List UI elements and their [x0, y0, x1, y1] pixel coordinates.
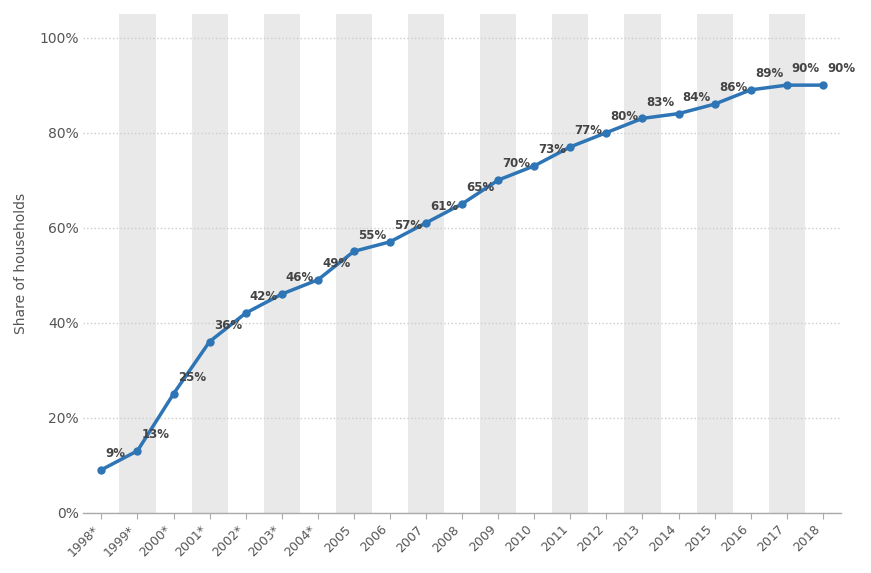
Text: 61%: 61% — [430, 200, 458, 213]
Bar — [552, 14, 589, 512]
Text: 89%: 89% — [755, 67, 783, 80]
Text: 90%: 90% — [791, 62, 819, 76]
Bar — [769, 14, 805, 512]
Text: 57%: 57% — [395, 219, 422, 232]
Text: 65%: 65% — [466, 181, 495, 194]
Text: 36%: 36% — [213, 319, 242, 332]
Text: 70%: 70% — [503, 158, 530, 170]
Bar — [697, 14, 733, 512]
Text: 13%: 13% — [142, 428, 170, 441]
Text: 84%: 84% — [683, 91, 711, 104]
Bar — [408, 14, 444, 512]
Text: 80%: 80% — [611, 110, 638, 123]
Text: 90%: 90% — [827, 62, 855, 76]
Text: 55%: 55% — [358, 229, 387, 242]
Bar — [119, 14, 156, 512]
Bar — [192, 14, 227, 512]
Text: 49%: 49% — [322, 257, 350, 270]
Text: 73%: 73% — [538, 143, 566, 156]
Text: 9%: 9% — [105, 447, 125, 460]
Text: 25%: 25% — [178, 371, 206, 384]
Bar — [625, 14, 660, 512]
Text: 46%: 46% — [286, 272, 314, 284]
Y-axis label: Share of households: Share of households — [14, 193, 28, 334]
Text: 86%: 86% — [719, 81, 747, 95]
Text: 83%: 83% — [646, 96, 675, 109]
Text: 42%: 42% — [250, 291, 278, 303]
Bar — [480, 14, 517, 512]
Text: 77%: 77% — [575, 124, 603, 137]
Bar — [336, 14, 372, 512]
Bar — [264, 14, 300, 512]
